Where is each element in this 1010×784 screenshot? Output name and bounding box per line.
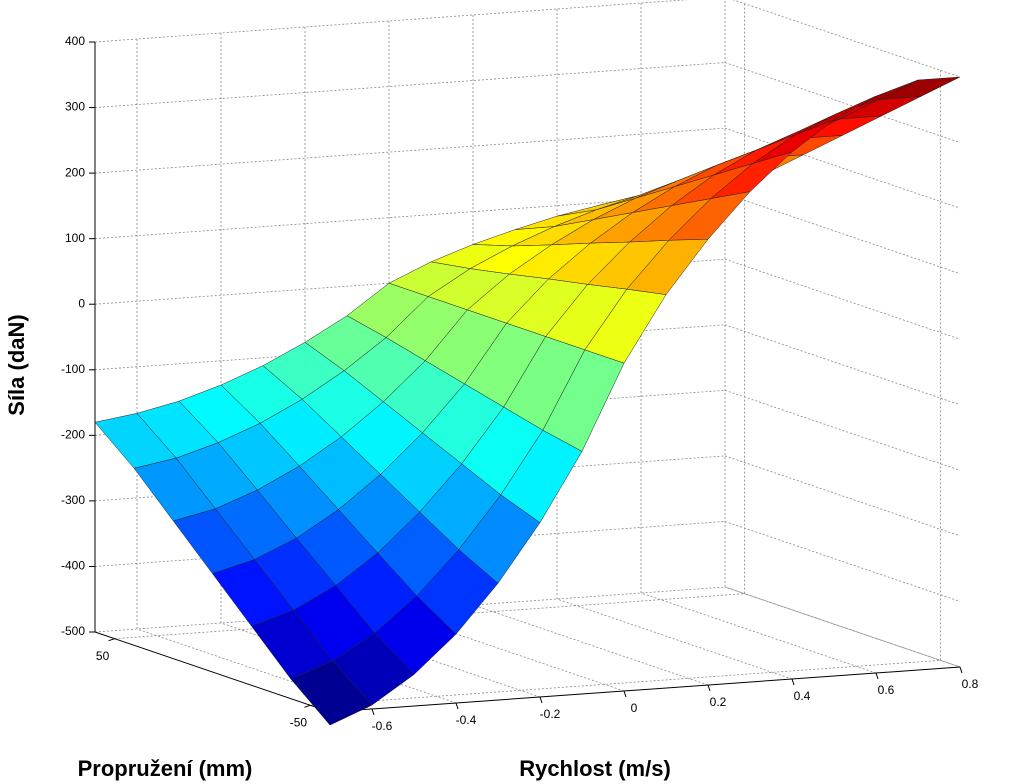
surface bbox=[94, 76, 961, 726]
grid-line bbox=[94, 258, 726, 305]
y-tick-label: 50 bbox=[96, 649, 110, 663]
grid-line bbox=[724, 586, 961, 668]
grid-line bbox=[556, 598, 793, 680]
grid-line bbox=[724, 258, 961, 340]
grid-line bbox=[94, 127, 726, 174]
z-tick-label: -300 bbox=[61, 493, 85, 507]
tick-mark bbox=[539, 696, 543, 704]
z-axis-title: Síla (daN) bbox=[4, 314, 29, 415]
axis-box bbox=[94, 42, 961, 713]
z-tick-label: -100 bbox=[61, 362, 85, 376]
tick-mark bbox=[875, 672, 879, 680]
x-tick-label: 0.6 bbox=[878, 683, 895, 697]
z-tick-label: 300 bbox=[65, 100, 85, 114]
z-tick-label: 400 bbox=[65, 34, 85, 48]
grid-line bbox=[94, 193, 726, 240]
x-axis-title: Rychlost (m/s) bbox=[519, 756, 671, 781]
tick-mark bbox=[959, 666, 963, 674]
z-tick-label: -500 bbox=[61, 624, 85, 638]
tick-mark bbox=[791, 678, 795, 686]
grid-line bbox=[724, 62, 961, 143]
grid-line bbox=[94, 62, 726, 108]
x-tick-label: 0.4 bbox=[794, 689, 811, 703]
x-tick-label: 0.8 bbox=[962, 677, 979, 691]
x-tick-label: -0.4 bbox=[456, 713, 477, 727]
grid-line bbox=[94, 0, 689, 43]
grid-line bbox=[732, 0, 961, 78]
grid-line bbox=[472, 604, 709, 686]
grid-line bbox=[724, 193, 961, 275]
surface-patch bbox=[878, 76, 961, 100]
z-tick-label: 0 bbox=[78, 296, 85, 310]
grid-line bbox=[114, 593, 745, 640]
z-tick-label: -200 bbox=[61, 428, 85, 442]
grid-line bbox=[724, 324, 961, 406]
y-tick-label: -50 bbox=[290, 716, 308, 730]
tick-mark bbox=[455, 702, 459, 710]
z-tick-label: 100 bbox=[65, 231, 85, 245]
tick-mark bbox=[371, 708, 375, 716]
tick-mark bbox=[707, 684, 711, 692]
grid-line bbox=[724, 127, 961, 209]
z-tick-label: -400 bbox=[61, 559, 85, 573]
grid-line bbox=[388, 610, 625, 692]
x-tick-label: -0.2 bbox=[540, 707, 561, 721]
tick-mark bbox=[623, 690, 627, 698]
tick-mark bbox=[108, 638, 115, 642]
grid-line bbox=[724, 389, 961, 471]
grid-line bbox=[640, 592, 877, 674]
z-tick-label: 200 bbox=[65, 165, 85, 179]
x-tick-label: 0.2 bbox=[710, 695, 727, 709]
grid-line bbox=[94, 324, 726, 371]
grid-line bbox=[94, 586, 726, 633]
grid-line bbox=[310, 659, 941, 706]
x-tick-label: -0.6 bbox=[372, 719, 393, 733]
grid-line bbox=[724, 521, 961, 602]
grid-line bbox=[724, 455, 961, 537]
surface-patch bbox=[290, 660, 373, 726]
grid-line bbox=[94, 521, 726, 567]
x-tick-label: 0 bbox=[631, 701, 638, 715]
tick-mark bbox=[304, 704, 311, 708]
y-axis-title: Propružení (mm) bbox=[78, 756, 253, 781]
